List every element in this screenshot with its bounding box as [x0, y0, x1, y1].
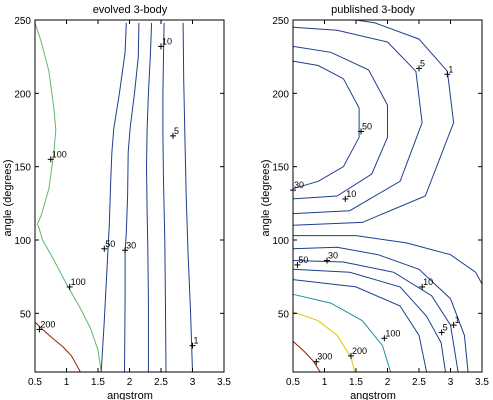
published-contour-label-3: 5 — [443, 322, 448, 332]
published-contour-label-7: 30 — [328, 251, 338, 261]
evolved-y-tick-label-2: 150 — [14, 163, 31, 174]
evolved-contour-label-3: 50 — [105, 239, 115, 249]
evolved-contour-label-2: 100 — [52, 149, 67, 159]
published-x-tick-label-0: 0.5 — [286, 377, 300, 388]
published-x-tick-label-4: 2.5 — [412, 377, 426, 388]
published-contour-line-11 — [292, 19, 455, 226]
published-plot-title: published 3-body — [331, 4, 415, 16]
published-contour-label-0: 300 — [317, 352, 332, 362]
published-y-tick-label-2: 150 — [272, 163, 289, 174]
evolved-3-body-panel: evolved 3-body angstrom angle (degrees) … — [2, 4, 231, 400]
published-contour-line-5 — [292, 260, 459, 373]
published-y-tick-label-0: 50 — [278, 309, 290, 320]
published-contour-line-4 — [292, 268, 446, 373]
evolved-contour-line-1 — [37, 225, 102, 373]
evolved-contour-label-6: 5 — [174, 126, 179, 136]
evolved-y-axis-label: angle (degrees) — [2, 159, 14, 236]
published-y-tick-label-4: 250 — [272, 16, 289, 27]
evolved-contour-line-6 — [162, 22, 167, 373]
evolved-y-tick-label-1: 100 — [14, 236, 31, 247]
evolved-contour-line-4 — [124, 22, 140, 373]
published-y-tick-label-1: 100 — [272, 236, 289, 247]
published-x-tick-label-5: 3 — [448, 377, 454, 388]
published-contour-line-0 — [292, 340, 321, 373]
evolved-contour-label-5: 10 — [162, 36, 172, 46]
evolved-contour-line-2 — [34, 22, 57, 226]
evolved-x-tick-label-6: 3.5 — [217, 377, 231, 388]
evolved-x-tick-label-3: 2 — [127, 377, 133, 388]
published-y-tick-label-3: 200 — [272, 89, 289, 100]
published-contour-line-3 — [292, 279, 428, 373]
evolved-y-tick-label-0: 50 — [20, 309, 32, 320]
published-x-tick-label-1: 1 — [322, 377, 328, 388]
published-contour-label-4: 1 — [455, 315, 460, 325]
published-contour-label-1: 200 — [352, 346, 367, 356]
evolved-x-tick-label-1: 1 — [64, 377, 70, 388]
evolved-contour-line-3 — [100, 22, 127, 373]
published-x-axis-label: angstrom — [350, 390, 396, 400]
evolved-contour-line-5 — [145, 22, 153, 372]
evolved-x-tick-label-2: 1.5 — [91, 377, 105, 388]
published-contour-label-9: 10 — [346, 189, 356, 199]
published-contour-label-10: 50 — [362, 121, 372, 131]
evolved-contour-label-7: 1 — [194, 336, 199, 346]
evolved-plot-title: evolved 3-body — [93, 4, 168, 16]
evolved-contour-line-0 — [34, 321, 81, 373]
published-contour-line-10 — [292, 26, 423, 215]
published-y-axis-label: angle (degrees) — [260, 159, 272, 236]
published-contour-label-2: 100 — [385, 328, 400, 338]
published-contour-line-7 — [293, 235, 483, 285]
published-contour-label-5: 10 — [423, 277, 433, 287]
published-x-tick-label-6: 3.5 — [475, 377, 489, 388]
evolved-y-tick-label-3: 200 — [14, 89, 31, 100]
published-contour-line-6 — [292, 246, 469, 373]
evolved-x-axis-label: angstrom — [107, 390, 153, 400]
published-x-tick-label-3: 2 — [385, 377, 391, 388]
published-contour-line-2 — [292, 293, 392, 373]
evolved-x-tick-label-4: 2.5 — [154, 377, 168, 388]
evolved-contour-label-0: 200 — [40, 319, 55, 329]
published-3-body-panel: published 3-body angstrom angle (degrees… — [260, 4, 489, 400]
published-contour-line-8 — [292, 60, 360, 190]
evolved-contour-label-4: 30 — [126, 240, 136, 250]
published-contour-label-6: 50 — [298, 255, 308, 265]
evolved-x-tick-label-5: 3 — [190, 377, 196, 388]
published-x-tick-label-2: 1.5 — [349, 377, 363, 388]
evolved-contour-line-7 — [182, 22, 193, 373]
evolved-y-tick-label-4: 250 — [14, 16, 31, 27]
evolved-contour-label-1: 100 — [71, 277, 86, 287]
published-contour-label-12: 1 — [448, 64, 453, 74]
published-contour-label-8: 30 — [294, 180, 304, 190]
published-contour-line-1 — [292, 311, 356, 373]
published-contour-label-11: 5 — [420, 58, 425, 68]
published-contour-line-9 — [292, 45, 388, 200]
evolved-x-tick-label-0: 0.5 — [28, 377, 42, 388]
